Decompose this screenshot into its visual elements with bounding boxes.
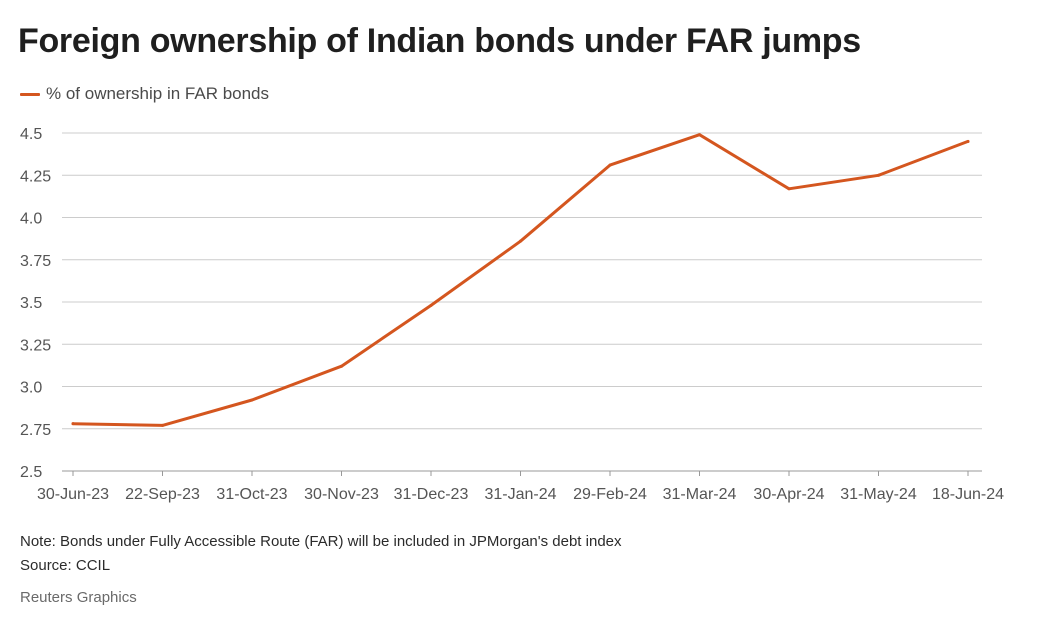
chart-source: Source: CCIL (20, 557, 111, 574)
data-point (429, 303, 433, 307)
x-tick-label: 30-Jun-23 (37, 486, 109, 503)
data-point (877, 173, 880, 177)
data-point (161, 423, 164, 427)
y-tick-label: 3.0 (20, 380, 42, 397)
y-tick-label: 3.75 (20, 253, 51, 270)
data-point (519, 239, 522, 243)
x-tick-label: 22-Sep-23 (125, 486, 200, 503)
y-tick-label: 4.0 (20, 211, 42, 228)
x-tick-label: 31-Mar-24 (663, 486, 737, 503)
y-tick-label: 4.5 (20, 126, 42, 143)
x-tick-label: 30-Apr-24 (753, 486, 824, 503)
x-tick-label: 31-Dec-23 (394, 486, 469, 503)
y-tick-label: 3.5 (20, 295, 42, 312)
data-point (608, 163, 612, 167)
legend-swatch (20, 92, 40, 96)
data-point (340, 364, 343, 368)
chart-credit: Reuters Graphics (20, 589, 137, 606)
x-tick-label: 30-Nov-23 (304, 486, 379, 503)
x-tick-label: 31-May-24 (840, 486, 917, 503)
x-tick-label: 29-Feb-24 (573, 486, 647, 503)
x-axis-ticks: 30-Jun-23 22-Sep-23 31-Oct-23 30-Nov-23 31-D… (37, 471, 1004, 503)
chart-note: Note: Bonds under Fully Accessible Route… (20, 533, 622, 550)
y-tick-label: 2.5 (20, 464, 42, 481)
grid-lines (62, 132, 982, 472)
y-tick-label: 2.75 (20, 422, 51, 439)
data-point (71, 422, 75, 426)
series-layer (71, 133, 970, 427)
x-tick-label: 31-Oct-23 (216, 486, 287, 503)
series-line (71, 133, 970, 427)
data-point (250, 398, 254, 402)
y-axis-ticks: 2.5 2.75 3.0 3.25 3.5 3.75 4.0 4.25 4.5 (20, 126, 51, 481)
y-tick-label: 4.25 (20, 168, 51, 185)
chart-legend: % of ownership in FAR bonds (20, 84, 269, 104)
legend-label: % of ownership in FAR bonds (46, 84, 270, 103)
chart-title: Foreign ownership of Indian bonds under … (18, 22, 861, 60)
data-point (787, 187, 791, 191)
y-tick-label: 3.25 (20, 337, 51, 354)
x-tick-label: 18-Jun-24 (932, 486, 1004, 503)
data-point (698, 133, 701, 137)
data-point (966, 139, 970, 143)
x-tick-label: 31-Jan-24 (484, 486, 556, 503)
